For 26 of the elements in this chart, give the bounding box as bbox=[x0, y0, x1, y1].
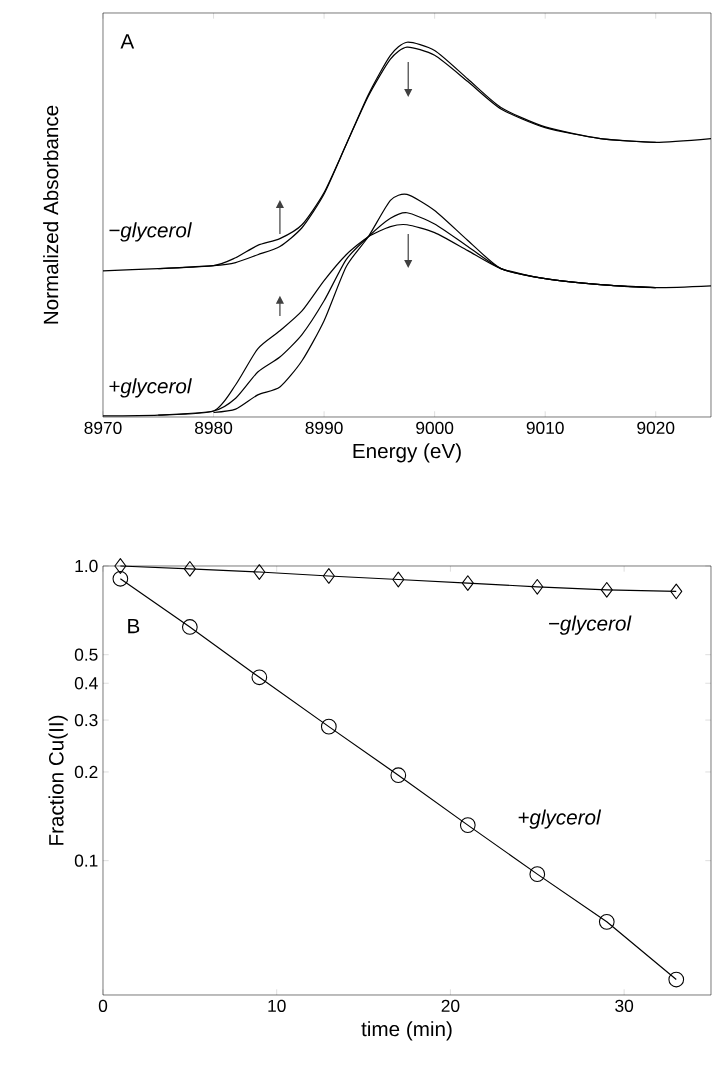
y-axis-title: Fraction Cu(II) bbox=[48, 715, 68, 845]
x-tick-label: 8990 bbox=[305, 421, 343, 434]
y-tick-label: 0.3 bbox=[74, 713, 98, 727]
x-tick-label: 30 bbox=[615, 999, 634, 1012]
x-tick-label: 9000 bbox=[416, 421, 454, 434]
x-tick-label: 0 bbox=[98, 999, 108, 1012]
x-tick-label: 10 bbox=[268, 999, 286, 1012]
annotation: B bbox=[128, 618, 140, 634]
x-tick-label: 9010 bbox=[526, 421, 564, 434]
series-label: +glycerol bbox=[518, 809, 602, 829]
y-axis-title: Normalized Absorbance bbox=[43, 105, 59, 324]
x-tick-label: 8980 bbox=[195, 421, 233, 434]
annotation: −glycerol bbox=[109, 222, 192, 242]
y-tick-label: 0.4 bbox=[74, 677, 98, 690]
series-label: −glycerol bbox=[549, 615, 632, 635]
x-axis-title: time (min) bbox=[361, 1021, 452, 1041]
x-tick-label: 9020 bbox=[637, 421, 675, 434]
y-tick-label: 0.2 bbox=[74, 765, 98, 779]
annotation: A bbox=[120, 34, 135, 49]
y-tick-label: 0.5 bbox=[74, 648, 98, 661]
y-tick-label: 0.1 bbox=[74, 854, 98, 867]
x-axis-title: Energy (eV) bbox=[353, 443, 461, 463]
y-tick-label: 1.0 bbox=[75, 559, 98, 573]
x-tick-label: 20 bbox=[441, 999, 460, 1012]
annotation: +glycerol bbox=[109, 378, 192, 398]
x-tick-label: 8970 bbox=[84, 421, 122, 434]
